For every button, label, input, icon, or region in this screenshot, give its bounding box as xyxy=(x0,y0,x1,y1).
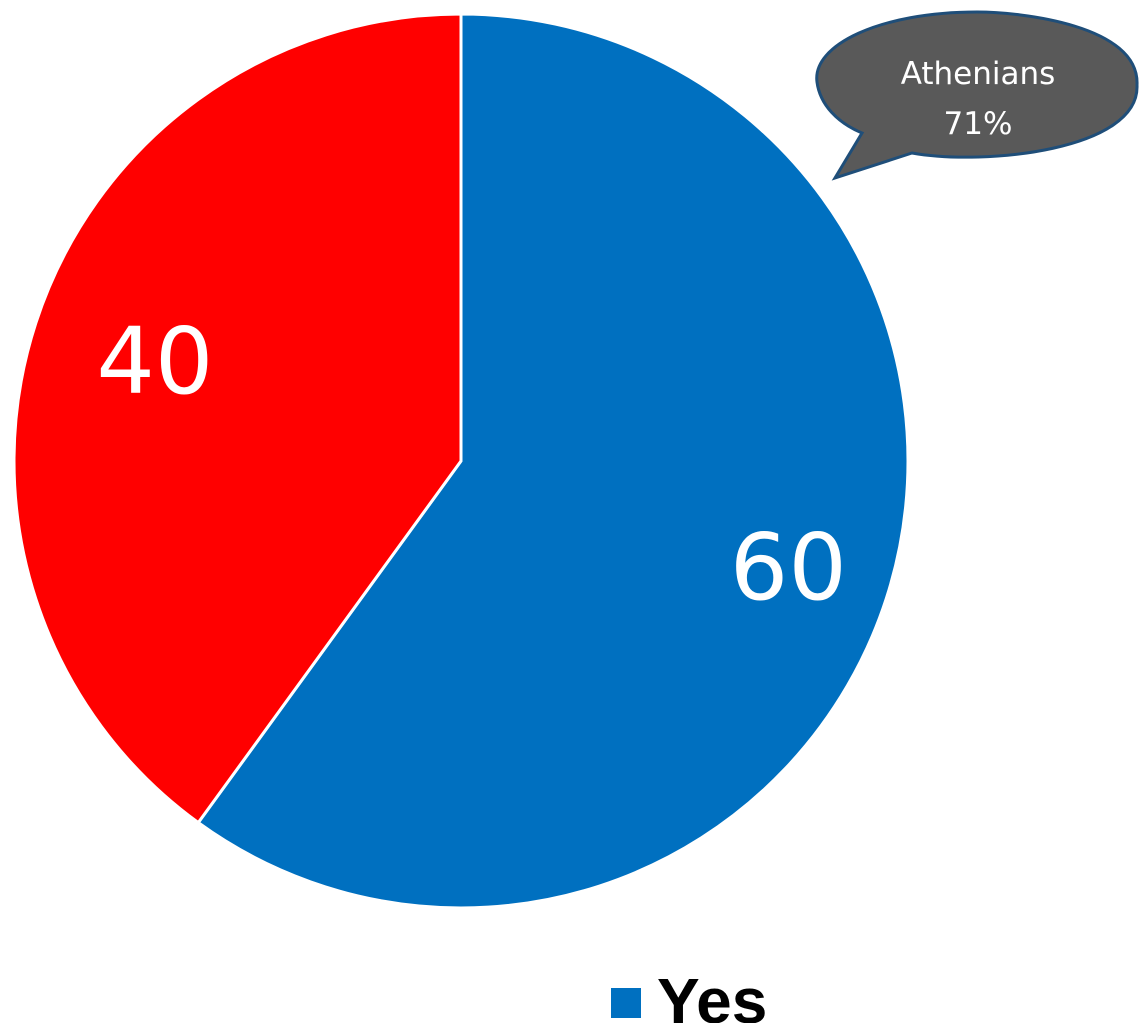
callout-line-1: Athenians xyxy=(901,56,1056,92)
data-label-60: 60 xyxy=(730,514,847,621)
pie-slices xyxy=(12,12,910,910)
pie-slice-labels: 60 40 xyxy=(96,308,847,621)
pie-slice-yes xyxy=(196,12,910,910)
data-label-40: 40 xyxy=(96,308,213,415)
pie-slice-40 xyxy=(12,12,463,825)
legend: Yes xyxy=(611,965,767,1023)
callout-bubble xyxy=(815,10,1139,181)
callout-line-2: 71% xyxy=(944,106,1013,142)
legend-label-yes: Yes xyxy=(657,965,767,1023)
legend-swatch-yes xyxy=(611,988,641,1018)
callout: Athenians 71% xyxy=(815,10,1139,181)
